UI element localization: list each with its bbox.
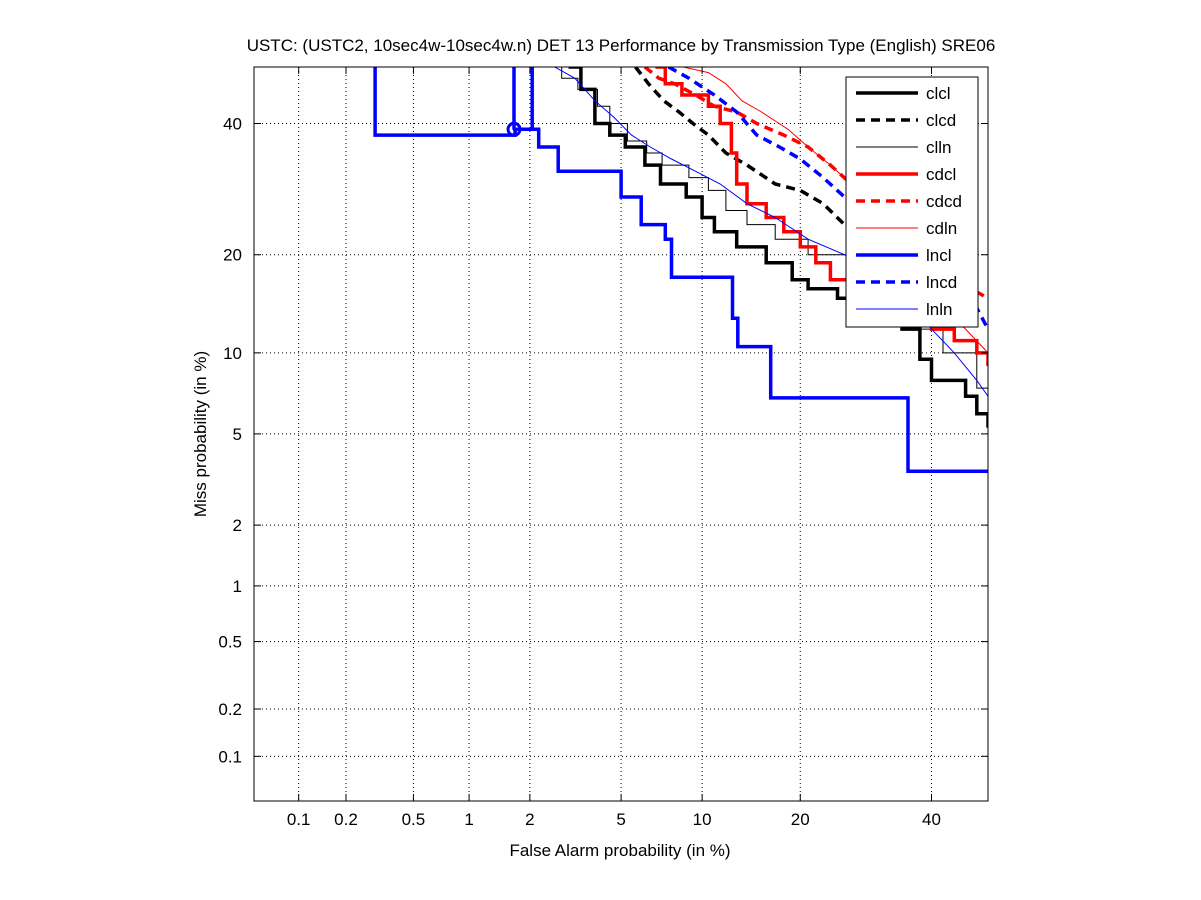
legend-box	[845, 76, 979, 328]
series-line-clcl	[568, 67, 988, 428]
x-tick-label: 0.1	[287, 810, 311, 829]
legend-label-cdln: cdln	[926, 219, 957, 238]
x-tick-label: 0.2	[334, 810, 358, 829]
x-tick-label: 0.5	[402, 810, 426, 829]
legend-label-lnln: lnln	[926, 300, 952, 319]
legend-label-cdcl: cdcl	[926, 165, 956, 184]
y-tick-labels: 0.1 0.2 0.5 1 2 5 10 20 40	[218, 115, 242, 767]
min-dcf-marker	[506, 121, 522, 137]
series-layer	[373, 67, 988, 473]
x-tick-label: 40	[922, 810, 941, 829]
tick-marks	[254, 67, 988, 801]
x-axis-label: False Alarm probability (in %)	[509, 841, 730, 860]
series-line-clcd	[634, 67, 872, 249]
legend-label-lncd: lncd	[926, 273, 957, 292]
series-line-lncl	[373, 67, 988, 473]
y-tick-label: 0.1	[218, 747, 242, 766]
legend-label-clcd: clcd	[926, 111, 956, 130]
y-tick-label: 2	[233, 516, 242, 535]
min-dcf-marker-center	[512, 127, 516, 131]
x-tick-label: 1	[464, 810, 473, 829]
y-tick-label: 10	[223, 344, 242, 363]
y-tick-label: 5	[233, 425, 242, 444]
legend-label-lncl: lncl	[926, 246, 952, 265]
series-line-lnln	[554, 67, 988, 397]
series-line-lncd	[667, 67, 988, 330]
y-tick-label: 40	[223, 115, 242, 134]
x-tick-label: 10	[693, 810, 712, 829]
x-tick-label: 2	[525, 810, 534, 829]
y-tick-label: 20	[223, 246, 242, 265]
y-tick-label: 0.5	[218, 633, 242, 652]
legend: clcl clcd clln cdcl cdcd cdln lncl lncd lnln	[845, 76, 979, 328]
legend-label-cdcd: cdcd	[926, 192, 962, 211]
y-tick-label: 1	[233, 577, 242, 596]
x-tick-label: 5	[616, 810, 625, 829]
x-tick-label: 20	[791, 810, 810, 829]
chart-title: USTC: (USTC2, 10sec4w-10sec4w.n) DET 13 …	[247, 36, 996, 55]
legend-label-clcl: clcl	[926, 84, 951, 103]
y-axis-label: Miss probability (in %)	[191, 351, 210, 517]
y-tick-label: 0.2	[218, 700, 242, 719]
legend-label-clln: clln	[926, 138, 952, 157]
x-tick-labels: 0.1 0.2 0.5 1 2 5 10 20 40	[287, 810, 941, 829]
